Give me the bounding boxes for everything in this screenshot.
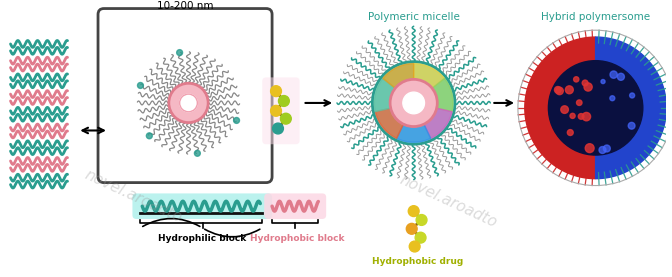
Circle shape — [146, 133, 153, 139]
Circle shape — [585, 144, 594, 153]
Circle shape — [582, 80, 588, 86]
Text: novel.aroadto: novel.aroadto — [82, 167, 185, 225]
Circle shape — [372, 62, 455, 144]
Circle shape — [271, 86, 282, 97]
FancyBboxPatch shape — [262, 77, 300, 144]
Circle shape — [271, 106, 282, 116]
Circle shape — [169, 83, 208, 123]
Circle shape — [565, 86, 573, 94]
Circle shape — [390, 79, 437, 127]
Circle shape — [570, 113, 575, 119]
Polygon shape — [525, 37, 595, 179]
Circle shape — [556, 87, 563, 95]
Polygon shape — [414, 103, 452, 138]
Circle shape — [618, 73, 624, 80]
Circle shape — [630, 93, 634, 98]
Circle shape — [584, 83, 592, 91]
Circle shape — [610, 96, 615, 101]
Polygon shape — [383, 64, 414, 103]
Circle shape — [561, 106, 569, 113]
Circle shape — [574, 77, 579, 82]
Circle shape — [409, 206, 419, 217]
Circle shape — [582, 112, 591, 121]
Polygon shape — [414, 78, 453, 112]
Polygon shape — [376, 103, 414, 138]
FancyBboxPatch shape — [264, 193, 326, 219]
Circle shape — [610, 71, 618, 78]
Circle shape — [278, 96, 289, 106]
Polygon shape — [595, 37, 667, 179]
Text: Hydrophobic block: Hydrophobic block — [250, 234, 345, 243]
Circle shape — [177, 50, 183, 55]
FancyBboxPatch shape — [132, 193, 272, 219]
Circle shape — [567, 130, 573, 135]
Circle shape — [407, 224, 417, 234]
Circle shape — [234, 117, 239, 123]
Circle shape — [601, 79, 605, 84]
Polygon shape — [414, 64, 444, 103]
Circle shape — [403, 92, 425, 114]
Circle shape — [525, 37, 667, 179]
Circle shape — [138, 83, 143, 88]
Circle shape — [554, 86, 561, 93]
Circle shape — [409, 241, 420, 252]
Circle shape — [280, 113, 291, 124]
Circle shape — [603, 145, 610, 152]
Polygon shape — [396, 103, 431, 142]
Circle shape — [577, 100, 582, 106]
Text: Hybrid polymersome: Hybrid polymersome — [541, 12, 650, 22]
Circle shape — [599, 147, 606, 153]
Text: novel.aroadto: novel.aroadto — [397, 172, 499, 230]
Circle shape — [273, 123, 284, 134]
Text: Hydrophilic block: Hydrophilic block — [158, 234, 247, 243]
Circle shape — [628, 122, 635, 129]
Circle shape — [579, 114, 584, 119]
Text: Hydrophobic drug: Hydrophobic drug — [372, 257, 463, 266]
Circle shape — [194, 150, 200, 156]
Circle shape — [179, 94, 198, 112]
Circle shape — [415, 232, 426, 243]
Circle shape — [548, 61, 643, 155]
Circle shape — [416, 215, 427, 225]
Text: 10-200 nm: 10-200 nm — [157, 1, 213, 11]
Text: Polymeric micelle: Polymeric micelle — [368, 12, 460, 22]
Polygon shape — [374, 78, 414, 112]
